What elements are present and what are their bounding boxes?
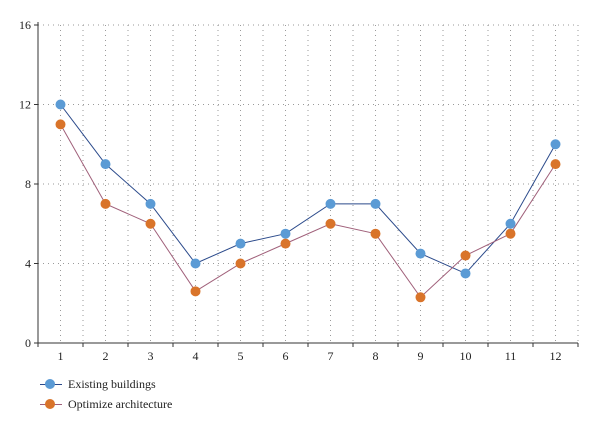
x-tick-label-4: 4 xyxy=(193,349,199,363)
data-point-optimize-architecture-11 xyxy=(505,228,516,239)
x-tick-label-12: 12 xyxy=(550,349,562,363)
y-tick-label-12: 12 xyxy=(19,98,31,112)
x-tick-label-2: 2 xyxy=(103,349,109,363)
x-tick-label-7: 7 xyxy=(328,349,334,363)
data-point-optimize-architecture-8 xyxy=(370,228,381,239)
legend-item-optimize-architecture: Optimize architecture xyxy=(40,394,172,414)
series-line-optimize-architecture xyxy=(60,124,556,299)
x-tick-label-3: 3 xyxy=(148,349,154,363)
y-tick-label-16: 16 xyxy=(19,18,31,32)
data-point-optimize-architecture-2 xyxy=(100,198,111,209)
data-point-optimize-architecture-5 xyxy=(235,258,246,269)
legend-item-existing-buildings: Existing buildings xyxy=(40,374,172,394)
data-point-existing-buildings-12 xyxy=(550,139,561,150)
legend: Existing buildings Optimize architecture xyxy=(40,374,172,414)
axes xyxy=(34,22,579,347)
x-tick-label-6: 6 xyxy=(283,349,289,363)
data-point-existing-buildings-4 xyxy=(190,258,201,269)
data-point-existing-buildings-8 xyxy=(370,198,381,209)
series-line-existing-buildings xyxy=(60,104,556,275)
x-tick-label-11: 11 xyxy=(505,349,517,363)
data-point-existing-buildings-10 xyxy=(460,268,471,279)
x-tick-label-9: 9 xyxy=(418,349,424,363)
grid-lines xyxy=(38,24,579,343)
data-point-existing-buildings-11 xyxy=(505,218,516,229)
data-point-existing-buildings-7 xyxy=(325,198,336,209)
legend-swatch-existing-buildings xyxy=(40,378,62,390)
y-tick-label-4: 4 xyxy=(25,257,31,271)
y-tick-label-0: 0 xyxy=(25,336,31,350)
data-point-optimize-architecture-6 xyxy=(280,238,291,249)
data-point-optimize-architecture-4 xyxy=(190,286,201,297)
data-point-existing-buildings-1 xyxy=(55,99,66,110)
legend-label-existing-buildings: Existing buildings xyxy=(68,376,156,391)
x-tick-label-5: 5 xyxy=(238,349,244,363)
data-point-existing-buildings-6 xyxy=(280,228,291,239)
data-point-existing-buildings-9 xyxy=(415,248,426,259)
legend-swatch-optimize-architecture xyxy=(40,398,62,410)
x-tick-label-1: 1 xyxy=(58,349,64,363)
y-tick-label-8: 8 xyxy=(25,177,31,191)
data-point-optimize-architecture-10 xyxy=(460,250,471,261)
data-point-existing-buildings-2 xyxy=(100,159,111,170)
data-point-optimize-architecture-12 xyxy=(550,159,561,170)
series-layer xyxy=(55,99,561,303)
x-tick-label-10: 10 xyxy=(460,349,472,363)
data-point-optimize-architecture-7 xyxy=(325,218,336,229)
data-point-optimize-architecture-9 xyxy=(415,292,426,303)
data-point-existing-buildings-5 xyxy=(235,238,246,249)
data-point-optimize-architecture-3 xyxy=(145,218,156,229)
data-point-existing-buildings-3 xyxy=(145,198,156,209)
legend-label-optimize-architecture: Optimize architecture xyxy=(68,396,173,411)
x-tick-label-8: 8 xyxy=(373,349,379,363)
data-point-optimize-architecture-1 xyxy=(55,119,66,130)
